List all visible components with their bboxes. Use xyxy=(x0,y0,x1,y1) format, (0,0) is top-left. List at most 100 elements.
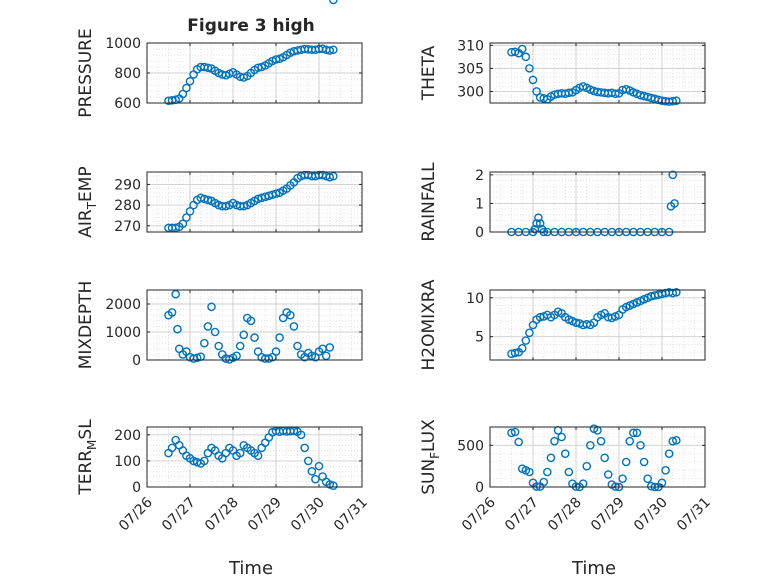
y-axis-label-main: RAINFALL xyxy=(419,162,439,242)
y-tick-label: 0 xyxy=(475,480,484,496)
y-tick-label: 2 xyxy=(475,168,484,184)
data-point xyxy=(321,351,331,361)
data-point xyxy=(210,327,220,337)
x-tick-label: 07/29 xyxy=(588,495,628,535)
data-point xyxy=(525,328,534,338)
data-point xyxy=(603,470,613,479)
y-axis-label: PRESSURE xyxy=(76,28,96,117)
data-point xyxy=(668,170,678,180)
data-point xyxy=(235,341,245,351)
y-tick-label: 5 xyxy=(475,330,484,346)
x-tick-label: 07/31 xyxy=(331,495,371,535)
y-tick-label: 100 xyxy=(114,454,141,470)
figure-title: Figure 3 high xyxy=(187,16,315,36)
y-tick-label: 200 xyxy=(114,428,141,444)
data-point xyxy=(303,456,313,466)
data-point xyxy=(510,427,520,437)
y-axis-label: RAINFALL xyxy=(419,162,439,242)
data-point xyxy=(167,308,177,317)
data-point xyxy=(546,453,556,463)
data-point xyxy=(329,45,338,55)
y-tick-label: 0 xyxy=(475,225,484,241)
y-tick-label: 2000 xyxy=(105,297,141,313)
y-tick-label: 270 xyxy=(114,219,141,235)
y-axis-label-rest: LUX xyxy=(419,419,439,452)
y-axis-label: AIRTEMP xyxy=(76,166,99,237)
data-point xyxy=(636,441,645,450)
y-tick-label: 290 xyxy=(114,177,141,193)
data-point xyxy=(286,310,295,320)
x-axis-label-right: Time xyxy=(571,558,616,579)
y-axis-label: SUNFLUX xyxy=(419,419,442,495)
x-tick-label: 07/28 xyxy=(545,495,585,535)
axes-box xyxy=(489,289,706,361)
x-tick-label: 07/28 xyxy=(202,495,242,535)
data-point xyxy=(586,441,595,450)
data-point xyxy=(564,467,574,477)
y-tick-label: 500 xyxy=(457,438,484,454)
data-point xyxy=(250,333,259,342)
data-point xyxy=(517,344,527,353)
y-axis-label-main: H2OMIXRA xyxy=(419,279,439,370)
y-axis-label-main: TERR xyxy=(76,450,96,496)
data-point xyxy=(275,333,284,342)
y-tick-label: 10 xyxy=(466,291,484,307)
data-point xyxy=(200,456,209,466)
data-point xyxy=(582,461,592,471)
data-point xyxy=(543,467,552,477)
y-tick-label: 300 xyxy=(457,84,484,100)
data-point xyxy=(672,288,681,297)
series-pressure xyxy=(164,44,338,106)
y-axis-label-rest: SL xyxy=(76,419,96,440)
data-point xyxy=(171,289,180,299)
y-tick-label: 1 xyxy=(475,196,484,212)
data-point xyxy=(632,428,642,438)
data-point xyxy=(532,219,541,228)
x-tick-label: 07/27 xyxy=(502,495,542,535)
data-point xyxy=(534,213,543,223)
axes-box xyxy=(146,289,363,361)
data-point xyxy=(564,88,574,98)
data-point xyxy=(232,351,241,361)
data-point xyxy=(289,322,299,331)
data-point xyxy=(203,63,213,73)
data-point xyxy=(182,213,191,222)
data-point xyxy=(661,466,670,475)
data-point xyxy=(596,436,606,446)
data-point xyxy=(311,474,320,484)
panel-terr_msl: 0 100 200 07/26 07/27 07/28 07/29 07/30 07/31 TER… xyxy=(76,419,371,535)
data-point xyxy=(329,0,338,5)
panel-air_temp: 270 280 290 AIRTEMP xyxy=(76,166,363,238)
data-point xyxy=(625,436,635,446)
data-point xyxy=(235,448,245,458)
y-tick-label: 310 xyxy=(457,38,484,54)
data-point xyxy=(253,451,263,460)
data-point xyxy=(550,436,559,446)
data-point xyxy=(517,44,527,54)
axes-box xyxy=(146,426,363,488)
data-point xyxy=(672,96,681,105)
panel-mixdepth: 0 1000 2000 MIXDEPTH xyxy=(76,0,363,370)
data-point xyxy=(532,87,541,96)
axes-box xyxy=(489,42,706,104)
data-point xyxy=(521,52,531,62)
data-point xyxy=(329,171,338,181)
data-point xyxy=(670,199,679,208)
y-tick-label: 280 xyxy=(114,198,141,214)
y-axis-label: MIXDEPTH xyxy=(76,281,96,370)
y-axis-label-subscript: M xyxy=(85,440,99,450)
x-tick-label: 07/26 xyxy=(459,494,499,534)
data-point xyxy=(521,336,531,345)
x-tick-label: 07/26 xyxy=(116,494,156,534)
x-tick-label: 07/27 xyxy=(159,495,199,535)
data-point xyxy=(178,219,188,229)
data-point xyxy=(668,96,678,106)
data-point xyxy=(167,443,177,453)
data-point xyxy=(664,449,674,458)
y-tick-label: 1000 xyxy=(105,36,141,52)
data-point xyxy=(239,201,249,211)
data-point xyxy=(221,201,231,211)
y-axis-label-subscript: T xyxy=(85,201,99,210)
y-tick-label: 600 xyxy=(114,96,141,112)
